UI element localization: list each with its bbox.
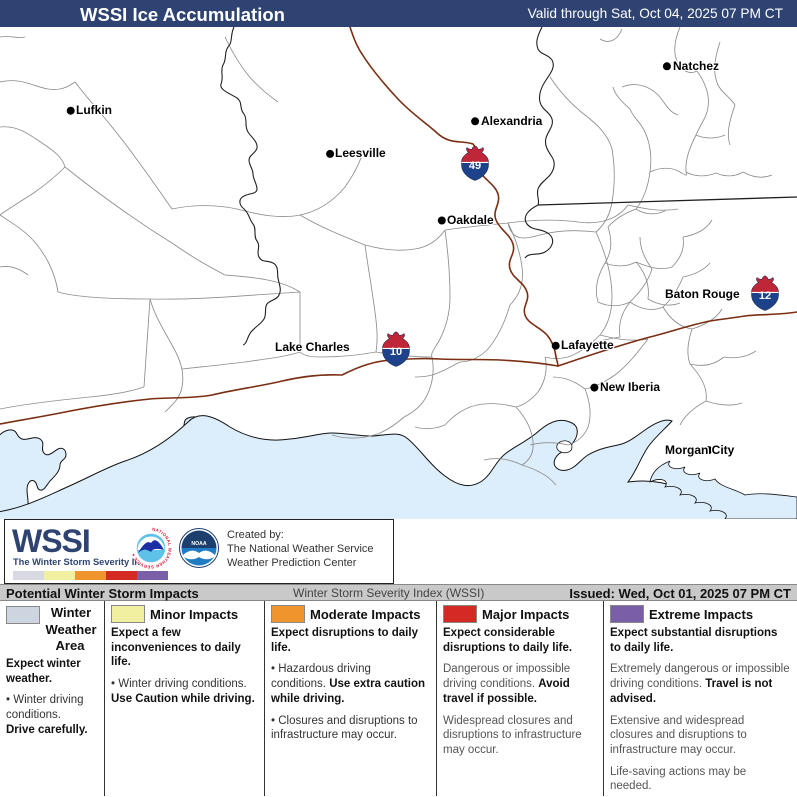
- svg-text:12: 12: [759, 290, 771, 302]
- svg-text:49: 49: [469, 160, 481, 172]
- svg-text:WSSI: WSSI: [12, 523, 90, 559]
- svg-text:NOAA: NOAA: [191, 541, 207, 547]
- svg-text:Weather Prediction Center: Weather Prediction Center: [227, 557, 357, 569]
- svg-text:10: 10: [390, 346, 402, 358]
- svg-text:Created by:: Created by:: [227, 529, 284, 541]
- svg-text:The National Weather Service: The National Weather Service: [227, 543, 374, 555]
